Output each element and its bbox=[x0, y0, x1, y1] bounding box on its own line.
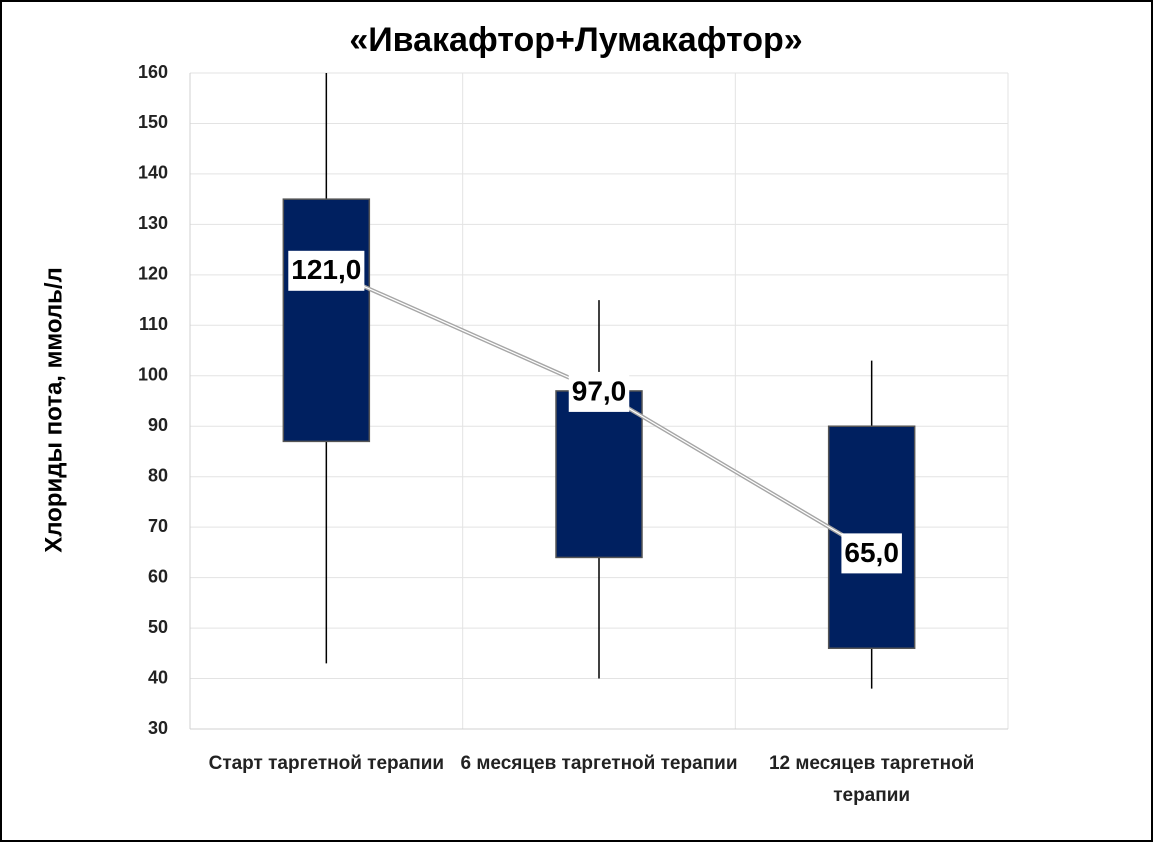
y-tick-label: 70 bbox=[148, 516, 168, 536]
y-tick-label: 160 bbox=[138, 62, 168, 82]
y-tick-label: 120 bbox=[138, 264, 168, 284]
y-tick-label: 40 bbox=[148, 667, 168, 687]
y-tick-label: 80 bbox=[148, 465, 168, 485]
median-label-bg bbox=[568, 371, 630, 412]
median-label: 121,0 bbox=[291, 254, 361, 285]
y-tick-label: 140 bbox=[138, 163, 168, 183]
box bbox=[282, 198, 371, 443]
x-tick-label: 12 месяцев таргетной терапии bbox=[768, 753, 975, 806]
median-label: 65,0 bbox=[844, 537, 899, 568]
box bbox=[555, 390, 643, 559]
y-tick-label: 150 bbox=[138, 112, 168, 132]
y-tick-label: 130 bbox=[138, 213, 168, 233]
x-tick-label: 6 месяцев таргетной терапии bbox=[460, 753, 738, 774]
median-label: 97,0 bbox=[572, 375, 627, 406]
y-tick-label: 90 bbox=[148, 415, 168, 435]
y-tick-label: 100 bbox=[138, 365, 168, 385]
y-axis-label: Хлориды пота, ммоль/л bbox=[40, 267, 67, 553]
median-label-bg bbox=[288, 250, 365, 291]
y-tick-label: 110 bbox=[139, 314, 168, 334]
x-tick-label: Старт таргетной терапии bbox=[208, 753, 445, 774]
y-tick-label: 30 bbox=[148, 718, 168, 738]
median-label-bg bbox=[841, 533, 902, 574]
chart-title: «Ивакафтор+Лумакафтор» bbox=[349, 21, 802, 59]
y-tick-label: 50 bbox=[148, 617, 168, 637]
y-tick-label: 60 bbox=[148, 566, 168, 586]
